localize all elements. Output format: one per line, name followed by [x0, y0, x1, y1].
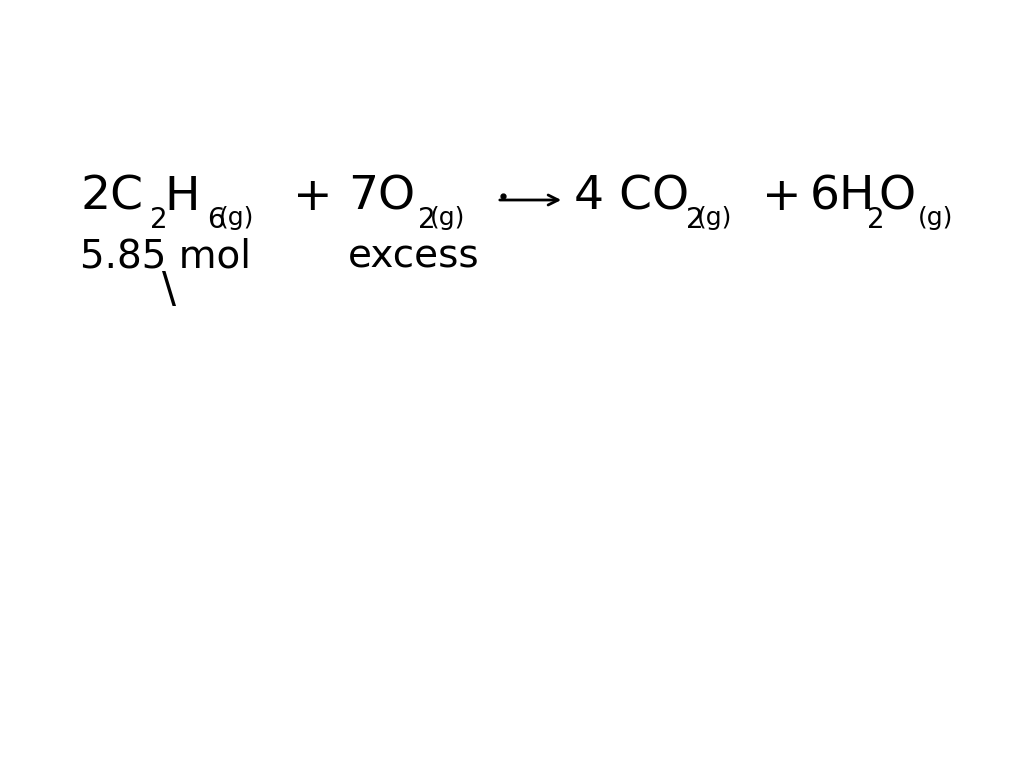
Text: 6: 6 [207, 206, 224, 234]
Text: \: \ [162, 269, 176, 311]
Text: 2C: 2C [80, 175, 143, 220]
Text: (g): (g) [430, 206, 465, 230]
Text: (g): (g) [697, 206, 732, 230]
Text: (g): (g) [918, 206, 953, 230]
Text: 2: 2 [418, 206, 435, 234]
Text: 6H: 6H [810, 175, 876, 220]
Text: 2: 2 [150, 206, 168, 234]
Text: H: H [164, 175, 200, 220]
Text: +: + [762, 175, 802, 220]
Text: O: O [878, 175, 915, 220]
Text: 5.85 mol: 5.85 mol [80, 238, 251, 276]
Text: excess: excess [348, 238, 479, 276]
Text: 4 CO: 4 CO [574, 175, 689, 220]
Text: +: + [293, 175, 333, 220]
Text: 2: 2 [686, 206, 703, 234]
Text: 7O: 7O [348, 175, 415, 220]
Text: 2: 2 [867, 206, 885, 234]
Text: (g): (g) [219, 206, 254, 230]
